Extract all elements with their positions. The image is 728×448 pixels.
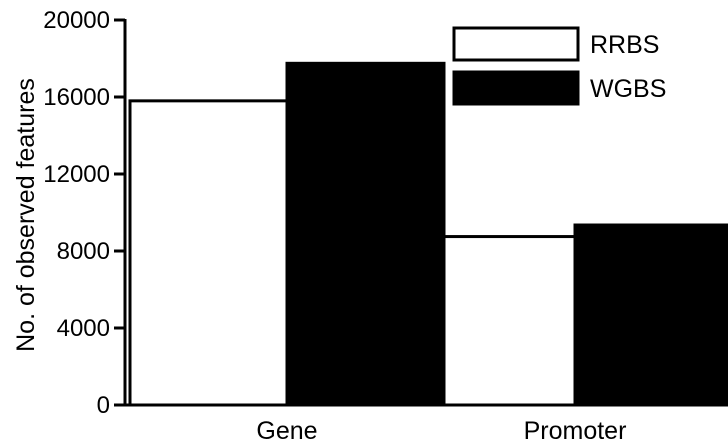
y-tick-label-8000: 8000	[57, 238, 110, 265]
legend: RRBS WGBS	[452, 26, 666, 106]
legend-swatch-wgbs	[452, 70, 580, 106]
legend-swatch-rrbs	[452, 26, 580, 62]
y-tick-label-20000: 20000	[43, 7, 110, 34]
legend-label-wgbs: WGBS	[590, 75, 666, 103]
y-tick-label-12000: 12000	[43, 161, 110, 188]
axes-layer	[123, 19, 718, 407]
bar-rrbs-gene	[128, 99, 289, 407]
legend-label-rrbs: RRBS	[590, 31, 659, 59]
x-tick-label-promoter: Promoter	[524, 417, 627, 445]
bar-wgbs-gene	[285, 61, 446, 407]
bar-wgbs-promoter	[573, 223, 728, 407]
y-tick-label-0: 0	[97, 392, 110, 419]
y-ticks-layer: 0 4000 8000 12000 16000 20000	[43, 7, 125, 419]
x-tick-label-gene: Gene	[256, 417, 317, 445]
bars-layer	[128, 61, 728, 407]
y-tick-label-4000: 4000	[57, 315, 110, 342]
y-axis-title: No. of observed features	[12, 78, 40, 352]
x-labels-layer: Gene Promoter	[256, 417, 626, 445]
y-tick-label-16000: 16000	[43, 84, 110, 111]
